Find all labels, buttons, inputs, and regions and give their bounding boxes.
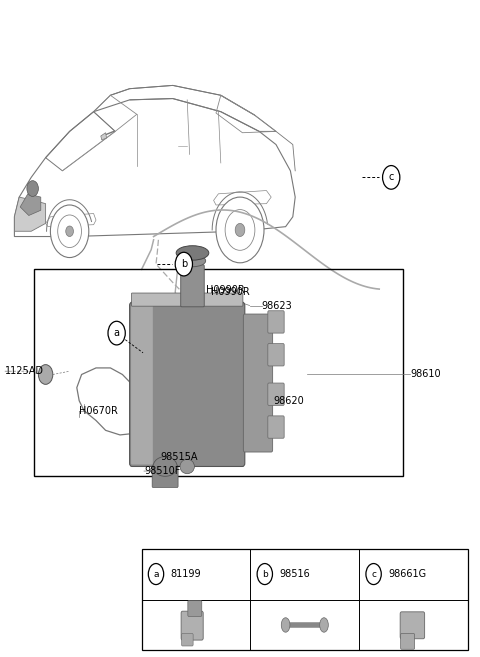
- Circle shape: [366, 564, 381, 585]
- Circle shape: [257, 564, 273, 585]
- Circle shape: [66, 226, 73, 237]
- Circle shape: [38, 365, 53, 384]
- Polygon shape: [101, 133, 107, 140]
- Text: 98510F: 98510F: [144, 466, 180, 476]
- FancyBboxPatch shape: [181, 265, 204, 307]
- FancyBboxPatch shape: [401, 633, 415, 649]
- FancyBboxPatch shape: [142, 549, 468, 650]
- Ellipse shape: [180, 459, 194, 474]
- Text: H0670R: H0670R: [79, 405, 118, 416]
- Text: 98661G: 98661G: [388, 569, 426, 579]
- Circle shape: [235, 223, 245, 237]
- Text: b: b: [180, 259, 187, 269]
- FancyBboxPatch shape: [400, 612, 425, 639]
- Ellipse shape: [180, 255, 206, 267]
- FancyBboxPatch shape: [268, 383, 284, 405]
- Circle shape: [216, 197, 264, 263]
- Ellipse shape: [176, 246, 209, 260]
- FancyBboxPatch shape: [130, 302, 245, 466]
- FancyBboxPatch shape: [181, 633, 193, 646]
- Circle shape: [383, 166, 400, 189]
- Text: 98516: 98516: [279, 569, 310, 579]
- Polygon shape: [20, 194, 41, 215]
- Text: 81199: 81199: [170, 569, 201, 579]
- FancyBboxPatch shape: [268, 311, 284, 333]
- Text: 1125AD: 1125AD: [5, 366, 44, 376]
- Text: a: a: [153, 570, 159, 579]
- Text: H0990R: H0990R: [206, 285, 245, 296]
- FancyBboxPatch shape: [268, 416, 284, 438]
- Text: a: a: [114, 328, 120, 338]
- Text: 98610: 98610: [410, 369, 441, 380]
- Ellipse shape: [320, 618, 328, 632]
- FancyBboxPatch shape: [188, 600, 202, 616]
- Text: 98515A: 98515A: [161, 451, 198, 462]
- Text: 98623: 98623: [262, 300, 292, 311]
- Circle shape: [108, 321, 125, 345]
- Text: 98620: 98620: [274, 396, 304, 406]
- Text: c: c: [388, 172, 394, 183]
- Circle shape: [27, 181, 38, 196]
- FancyBboxPatch shape: [268, 344, 284, 366]
- FancyBboxPatch shape: [131, 304, 153, 464]
- Circle shape: [175, 252, 192, 276]
- FancyBboxPatch shape: [243, 314, 273, 452]
- FancyBboxPatch shape: [152, 465, 178, 487]
- Ellipse shape: [153, 457, 177, 476]
- Text: c: c: [371, 570, 376, 579]
- Text: H0990R: H0990R: [211, 287, 250, 298]
- Circle shape: [50, 205, 89, 258]
- Ellipse shape: [281, 618, 290, 632]
- Circle shape: [148, 564, 164, 585]
- FancyBboxPatch shape: [181, 611, 203, 640]
- Text: b: b: [262, 570, 268, 579]
- FancyBboxPatch shape: [132, 293, 243, 306]
- Polygon shape: [14, 197, 46, 231]
